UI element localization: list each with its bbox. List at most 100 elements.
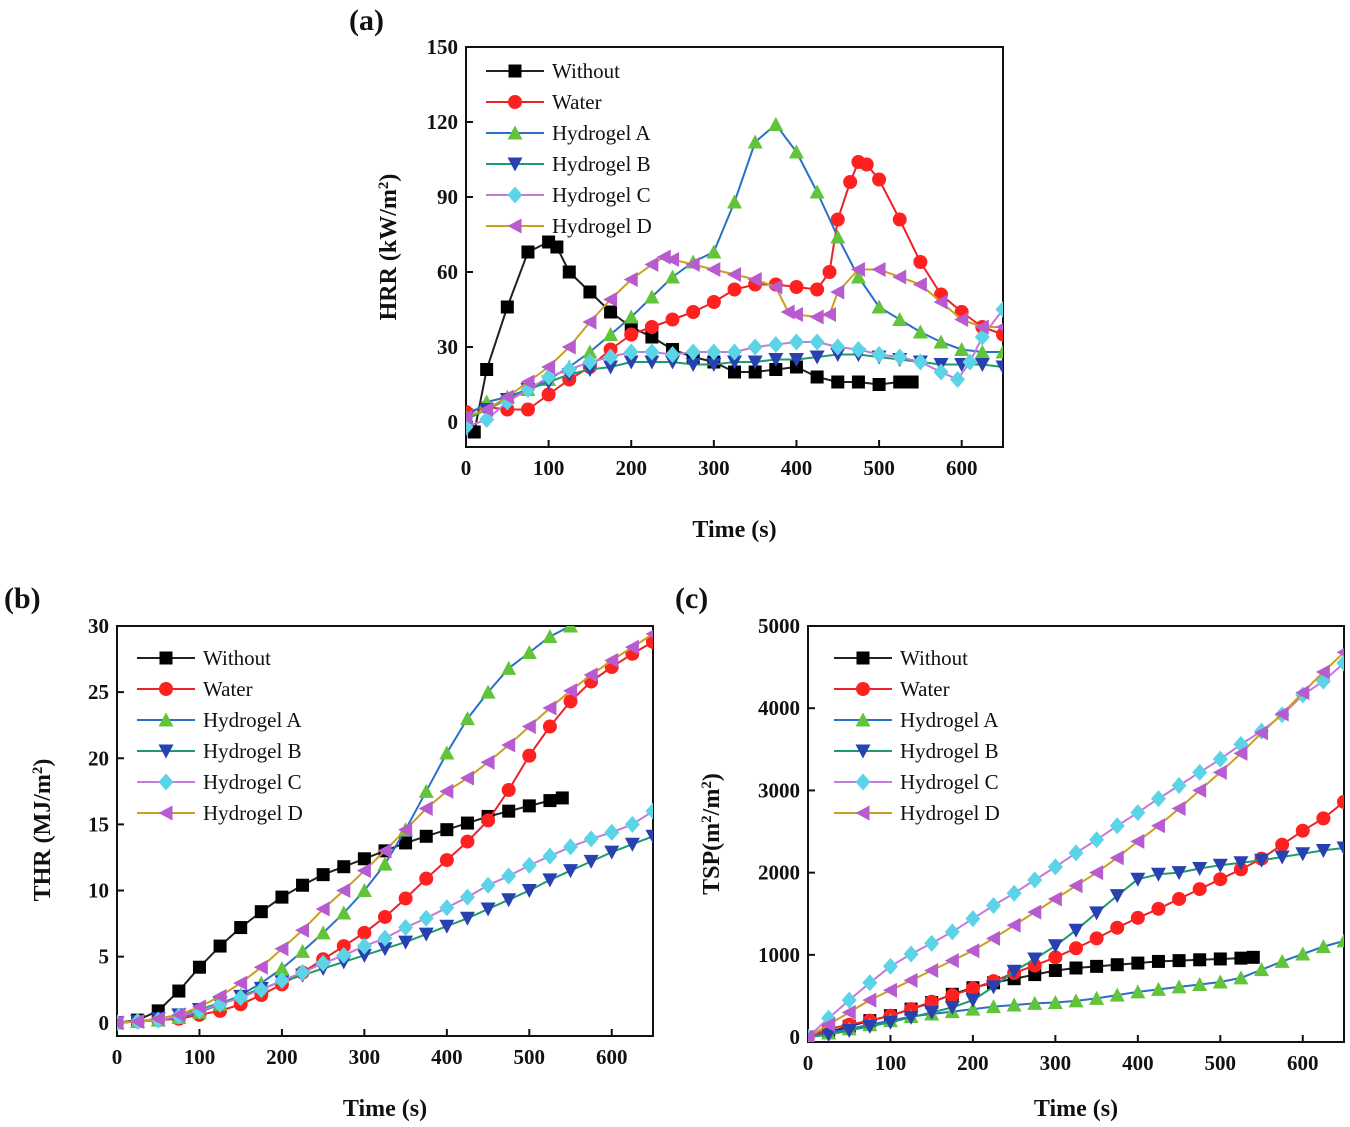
series-hydrogel-c [466, 301, 1003, 436]
x-tick-label: 500 [863, 456, 895, 480]
point-hydrogel-d [418, 801, 433, 817]
point-hydrogel-d [439, 783, 454, 799]
point-hydrogel-d [862, 992, 877, 1008]
panel-c-y-title-mid: /m [699, 789, 725, 817]
point-hydrogel-b [542, 873, 558, 888]
point-hydrogel-b [418, 927, 434, 942]
point-hydrogel-d [356, 863, 371, 879]
point-hydrogel-d [995, 322, 1003, 332]
point-hydrogel-d [944, 953, 959, 969]
point-hydrogel-d [501, 737, 516, 753]
panel-c-y-title-sup2: 2 [699, 781, 715, 789]
point-hydrogel-d [541, 359, 556, 375]
point-hydrogel-d [727, 267, 741, 282]
point-without [480, 363, 494, 376]
point-hydrogel-a [377, 856, 393, 871]
point-hydrogel-b [1047, 939, 1063, 954]
point-hydrogel-d [117, 1015, 124, 1031]
point-hydrogel-c [644, 343, 660, 361]
legend-swatch-marker [159, 651, 173, 665]
point-hydrogel-c [418, 909, 434, 927]
point-without [583, 285, 597, 299]
x-tick-label: 300 [349, 1045, 381, 1069]
point-water [945, 988, 960, 1003]
point-water [872, 172, 887, 187]
point-hydrogel-c [830, 338, 846, 356]
legend-label: Without [552, 59, 620, 83]
point-water [419, 871, 434, 886]
point-water [1213, 872, 1228, 887]
point-hydrogel-b [645, 829, 653, 844]
legend-label: Without [900, 646, 968, 670]
point-hydrogel-d [850, 262, 865, 277]
point-hydrogel-a [1027, 995, 1043, 1010]
point-hydrogel-d [466, 409, 473, 425]
point-hydrogel-c [398, 919, 414, 937]
point-hydrogel-d [561, 339, 576, 355]
point-hydrogel-d [1130, 833, 1145, 849]
y-tick-label: 0 [99, 1011, 110, 1035]
point-hydrogel-d [912, 277, 927, 292]
point-hydrogel-a [1047, 995, 1063, 1010]
legend-label: Hydrogel A [552, 121, 651, 145]
point-hydrogel-b [1089, 906, 1105, 921]
point-hydrogel-c [480, 876, 496, 894]
point-hydrogel-a [459, 711, 475, 726]
point-hydrogel-a [1315, 939, 1331, 954]
point-water [541, 387, 556, 402]
point-hydrogel-d [1089, 865, 1104, 881]
point-hydrogel-a [995, 344, 1003, 359]
series-without [117, 791, 569, 1030]
panel-b-thr-chart: (b) 0 100 200 300 400 500 600 0 5 10 15 20 25 30 Wit… [4, 582, 654, 1122]
point-hydrogel-c [665, 346, 681, 363]
point-hydrogel-c [501, 867, 517, 885]
point-hydrogel-b [809, 350, 825, 365]
point-hydrogel-a [850, 269, 866, 284]
point-without [296, 878, 310, 892]
point-water [542, 719, 557, 734]
point-hydrogel-c [604, 823, 620, 841]
point-hydrogel-b [706, 358, 722, 372]
point-hydrogel-d [542, 700, 557, 716]
point-hydrogel-d [274, 941, 289, 957]
point-hydrogel-c [986, 897, 1002, 915]
point-hydrogel-c [924, 934, 940, 952]
point-hydrogel-d [892, 269, 907, 285]
point-hydrogel-d [1274, 706, 1289, 722]
point-water [1275, 837, 1290, 852]
legend-item-hydrogel-b: Hydrogel B [137, 739, 302, 763]
legend-swatch-marker [507, 125, 523, 140]
point-hydrogel-d [1171, 801, 1186, 817]
panel-b-y-axis-title: THR (MJ/m2) [30, 759, 56, 902]
panel-a-series [466, 117, 1003, 439]
point-hydrogel-d [822, 307, 837, 322]
point-hydrogel-d [295, 922, 310, 938]
legend-label: Without [203, 646, 271, 670]
point-hydrogel-b [521, 884, 537, 899]
point-hydrogel-c [336, 946, 352, 964]
point-water [563, 694, 578, 709]
point-hydrogel-d [974, 319, 989, 335]
point-hydrogel-a [418, 783, 434, 798]
point-without [316, 868, 330, 882]
legend-label: Water [900, 677, 950, 701]
x-tick-label: 0 [112, 1045, 123, 1069]
point-hydrogel-a [356, 883, 372, 898]
y-tick-label: 1000 [758, 943, 800, 967]
point-hydrogel-d [645, 629, 653, 638]
point-without [172, 984, 186, 998]
point-hydrogel-a [603, 327, 619, 341]
point-hydrogel-a [1212, 974, 1228, 989]
legend-item-hydrogel-a: Hydrogel A [834, 708, 999, 732]
x-tick-label: 300 [698, 456, 730, 480]
point-hydrogel-a [1336, 933, 1344, 948]
legend-item-hydrogel-c: Hydrogel C [137, 770, 302, 794]
point-hydrogel-d [398, 822, 413, 838]
panel-a-hrr-chart: (a) 0 100 200 300 400 500 600 0 30 60 90 120 150 Wi… [349, 4, 1004, 543]
x-tick-label: 200 [615, 456, 647, 480]
point-hydrogel-b [974, 358, 990, 372]
legend-label: Hydrogel A [203, 708, 302, 732]
point-hydrogel-c [1047, 858, 1063, 876]
point-hydrogel-c [582, 353, 598, 371]
